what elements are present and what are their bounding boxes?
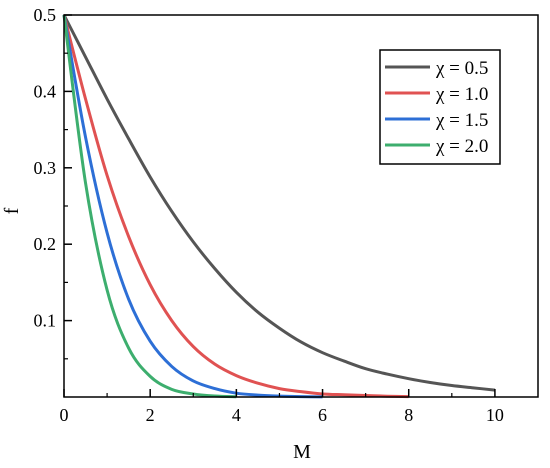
x-axis-title: M	[293, 441, 311, 463]
series-line-3	[62, 14, 323, 399]
y-tick-label-3: 0.4	[34, 81, 57, 101]
legend: χ = 0.5 χ = 1.0 χ = 1.5 χ = 2.0	[379, 49, 501, 165]
plot-area	[62, 14, 496, 399]
y-tick-label-0: 0.1	[34, 311, 57, 331]
y-tick-label-2: 0.3	[34, 158, 57, 178]
y-axis-title: f	[1, 207, 23, 214]
legend-label-4: χ = 2.0	[435, 136, 488, 157]
series-line-4	[62, 14, 237, 399]
x-tick-label-0: 0	[60, 405, 69, 425]
legend-label-1: χ = 0.5	[435, 58, 488, 79]
y-tick-label-1: 0.2	[34, 234, 57, 254]
legend-label-3: χ = 1.5	[435, 110, 488, 131]
x-tick-label-2: 4	[232, 405, 241, 425]
series-line-1	[62, 14, 496, 392]
x-tick-label-4: 8	[404, 405, 413, 425]
x-tick-label-5: 10	[486, 405, 504, 425]
x-tick-label-3: 6	[318, 405, 327, 425]
legend-label-2: χ = 1.0	[435, 84, 488, 105]
y-tick-label-4: 0.5	[34, 5, 57, 25]
axes: 0 2 4 6 8 10 0.1 0.2 0.3 0.4 0.5	[34, 5, 539, 425]
x-tick-label-1: 2	[146, 405, 155, 425]
series-line-2	[62, 14, 409, 399]
